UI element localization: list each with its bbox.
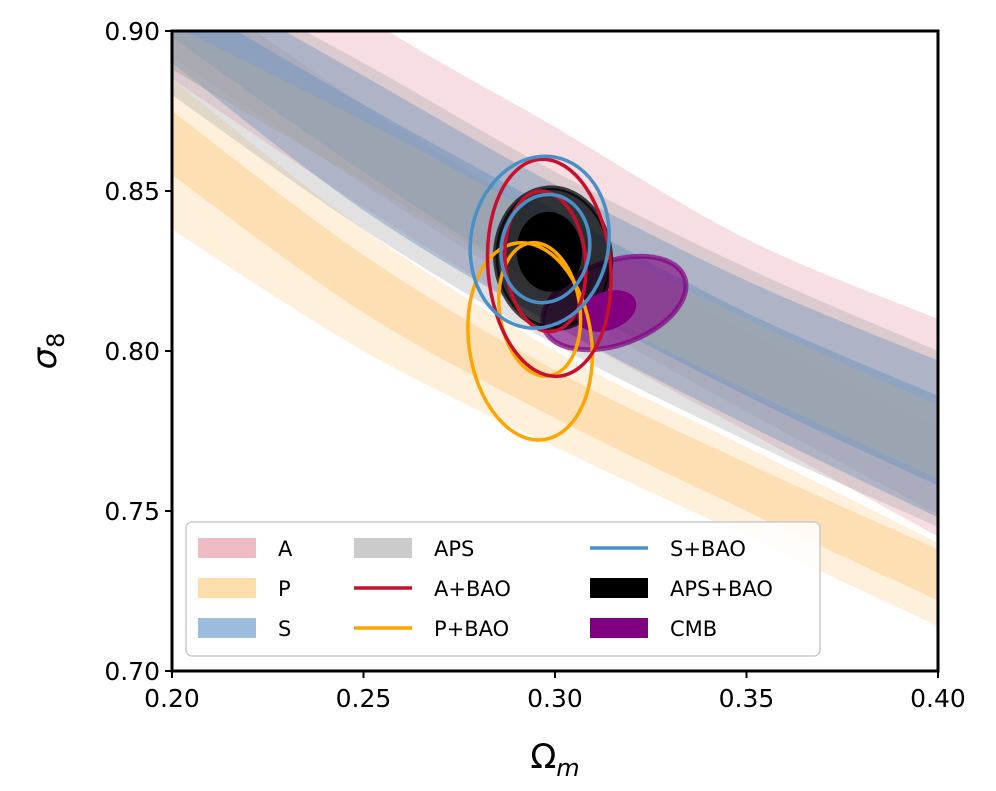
contour-a-bao-line-2 (485, 157, 613, 379)
y-tick-label: 0.80 (104, 337, 160, 366)
legend-label-s-bao: S+BAO (670, 537, 746, 561)
legend-label-p: P (278, 577, 291, 601)
y-tick-label: 0.90 (104, 17, 160, 46)
x-axis: 0.20 0.25 0.30 0.35 0.40 (144, 671, 966, 713)
y-tick-label: 0.85 (104, 177, 160, 206)
contour-layer (466, 154, 689, 442)
band-p-2 (172, 79, 938, 627)
legend-label-a-bao: A+BAO (434, 577, 511, 601)
legend-swatch-s (198, 618, 256, 638)
legend-label-aps-bao: APS+BAO (670, 577, 773, 601)
legend-label-aps: APS (434, 537, 474, 561)
contour-p-bao-line-0 (466, 241, 595, 442)
legend-box (185, 521, 821, 657)
legend-swatch-a (198, 538, 256, 558)
contour-a-bao-line-3 (503, 189, 588, 334)
legend-label-cmb: CMB (670, 617, 717, 641)
legend: APS APS A+BAO P+BAO S+BAO APS+BAO CMB (185, 521, 821, 657)
x-tick-label: 0.30 (527, 684, 583, 713)
legend-swatch-aps (354, 538, 412, 558)
contour-s-bao-line-4 (468, 154, 611, 330)
x-tick-label: 0.40 (910, 684, 966, 713)
legend-swatch-aps-bao (590, 578, 648, 598)
legend-label-s: S (278, 617, 291, 641)
legend-label-a: A (278, 537, 293, 561)
x-axis-label: Ωm (530, 737, 579, 782)
x-tick-label: 0.20 (144, 684, 200, 713)
x-tick-label: 0.25 (336, 684, 392, 713)
legend-swatch-cmb (590, 618, 648, 638)
contour-s-bao-line-5 (499, 192, 592, 305)
y-axis: 0.70 0.75 0.80 0.85 0.90 (104, 17, 172, 686)
y-tick-label: 0.70 (104, 657, 160, 686)
y-axis-label: σ8 (25, 333, 70, 370)
y-tick-label: 0.75 (104, 497, 160, 526)
x-tick-label: 0.35 (719, 684, 775, 713)
band-p-3 (172, 111, 938, 601)
legend-swatch-p (198, 578, 256, 598)
legend-label-p-bao: P+BAO (434, 617, 509, 641)
